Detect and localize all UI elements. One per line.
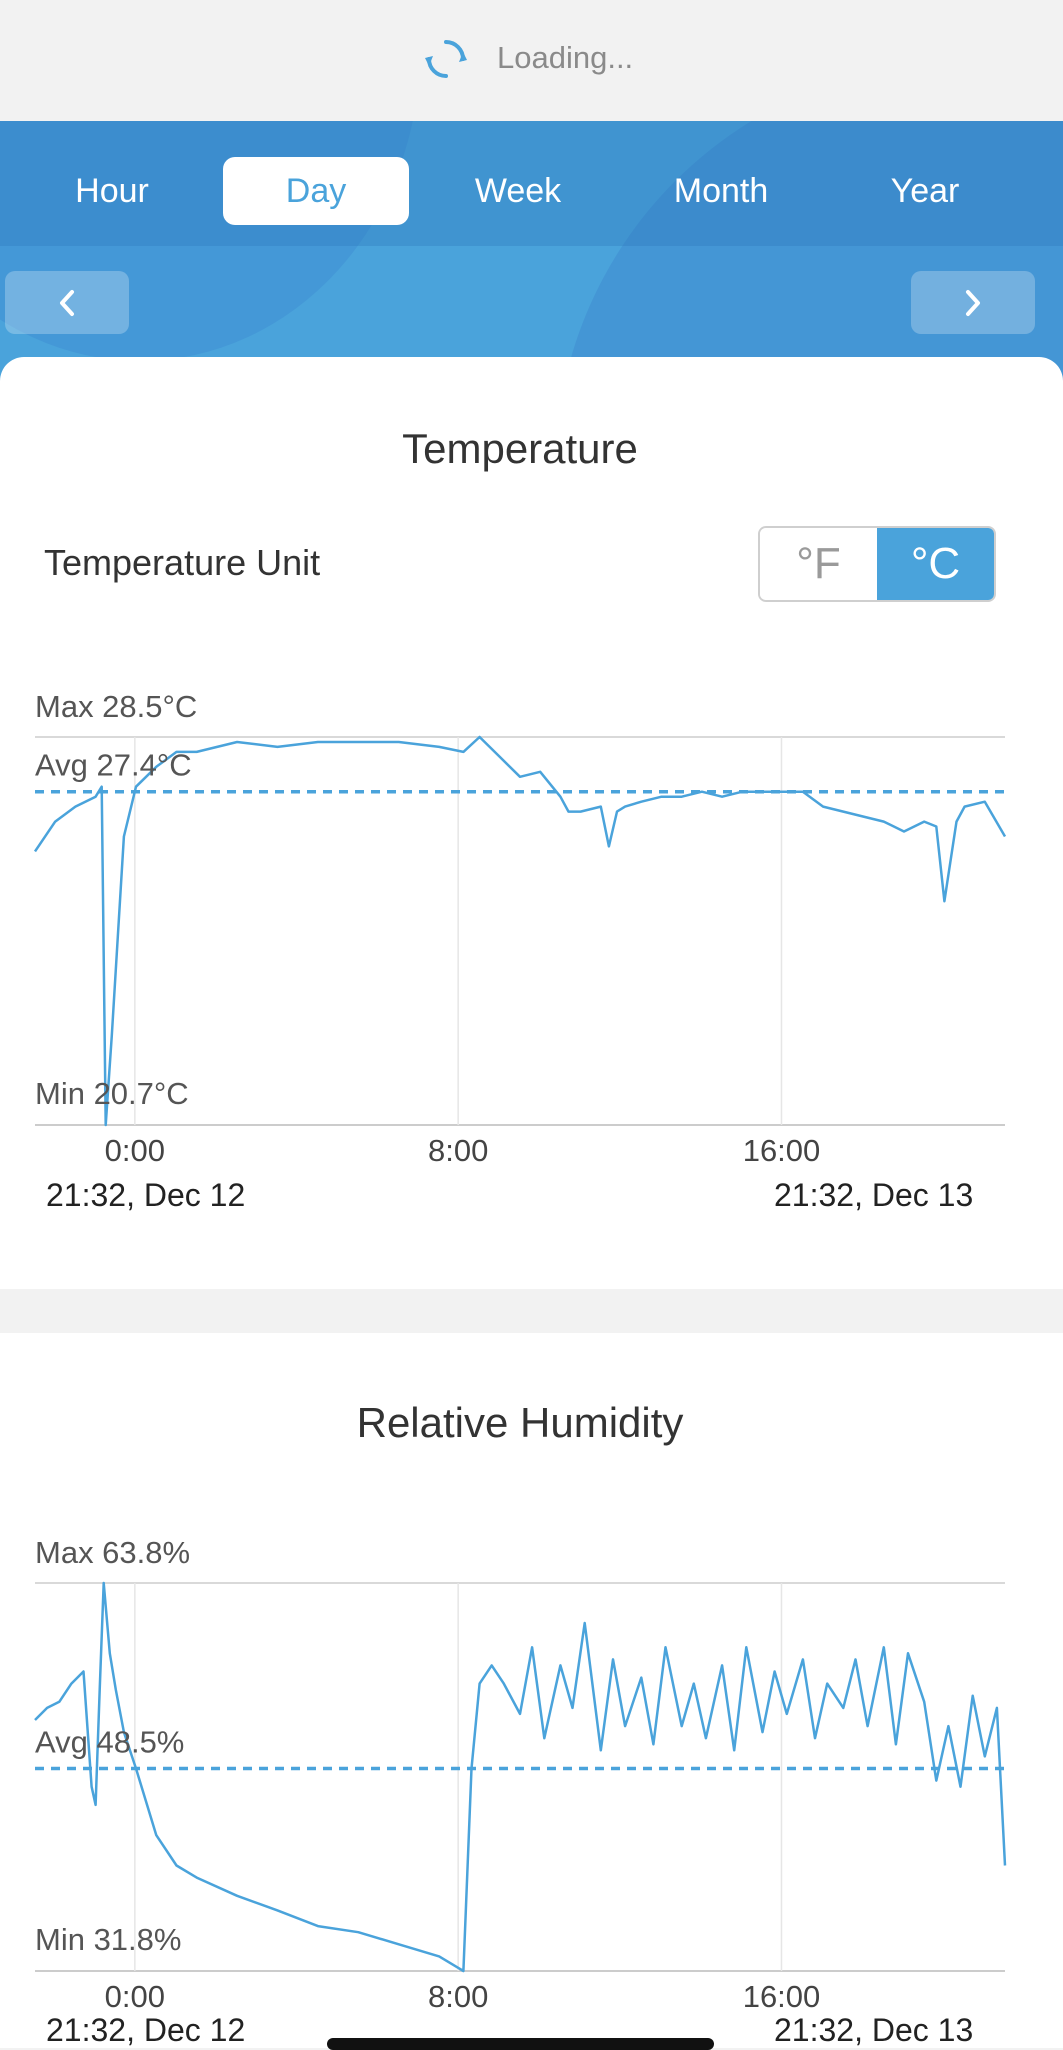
period-header: Hour Day Week Month Year bbox=[0, 121, 1063, 391]
range-start-label: 21:32, Dec 12 bbox=[46, 1177, 246, 1213]
temperature-unit-toggle[interactable]: °F °C bbox=[758, 526, 996, 602]
x-tick-label: 0:00 bbox=[105, 1133, 165, 1168]
max-label: Max 28.5°C bbox=[35, 689, 197, 724]
temperature-chart: 0:00 8:00 16:00 Max 28.5°C Avg 27.4°C Min 20.… bbox=[33, 689, 1007, 1168]
loading-text: Loading... bbox=[497, 40, 634, 75]
avg-label: Avg 48.5% bbox=[35, 1725, 184, 1760]
tab-month[interactable]: Month bbox=[673, 171, 769, 210]
min-label: Min 20.7°C bbox=[35, 1076, 189, 1111]
data-series-line bbox=[33, 735, 1007, 1127]
refresh-spinner-icon bbox=[425, 40, 467, 78]
x-tick-label: 0:00 bbox=[105, 1979, 165, 2014]
x-tick-label: 8:00 bbox=[428, 1979, 488, 2014]
avg-label: Avg 27.4°C bbox=[35, 748, 192, 783]
temperature-title: Temperature bbox=[402, 425, 638, 472]
tab-week[interactable]: Week bbox=[474, 171, 562, 210]
max-label: Max 63.8% bbox=[35, 1535, 190, 1570]
range-start-label: 21:32, Dec 12 bbox=[46, 2012, 246, 2048]
tab-year[interactable]: Year bbox=[890, 171, 960, 210]
celsius-option[interactable]: °C bbox=[877, 528, 994, 600]
temperature-card: Temperature Temperature Unit °F °C 0:00 8… bbox=[0, 357, 1063, 1289]
tab-day[interactable]: Day bbox=[223, 157, 409, 225]
x-tick-label: 8:00 bbox=[428, 1133, 488, 1168]
period-tabs: Hour Day Week Month Year bbox=[0, 121, 1063, 246]
fahrenheit-option[interactable]: °F bbox=[760, 528, 877, 600]
next-period-button[interactable] bbox=[911, 271, 1035, 334]
temperature-unit-label: Temperature Unit bbox=[44, 542, 321, 583]
x-tick-label: 16:00 bbox=[743, 1979, 821, 2014]
range-end-label: 21:32, Dec 13 bbox=[774, 1177, 974, 1213]
humidity-chart: 0:00 8:00 16:00 Max 63.8% Avg 48.5% Min 31.8% bbox=[34, 1535, 1007, 2014]
chevron-left-icon bbox=[60, 289, 74, 316]
humidity-card: Relative Humidity 0:00 8:00 16:00 Max 63.8%… bbox=[0, 1333, 1063, 2048]
humidity-title: Relative Humidity bbox=[356, 1399, 684, 1446]
previous-period-button[interactable] bbox=[5, 271, 129, 334]
min-label: Min 31.8% bbox=[35, 1922, 181, 1957]
chevron-right-icon bbox=[966, 289, 980, 316]
range-end-label: 21:32, Dec 13 bbox=[774, 2012, 974, 2048]
data-series-line bbox=[34, 1581, 1007, 1973]
loading-bar: Loading... bbox=[0, 0, 1063, 121]
tab-hour[interactable]: Hour bbox=[75, 171, 149, 210]
home-indicator bbox=[327, 2038, 714, 2050]
x-tick-label: 16:00 bbox=[743, 1133, 821, 1168]
